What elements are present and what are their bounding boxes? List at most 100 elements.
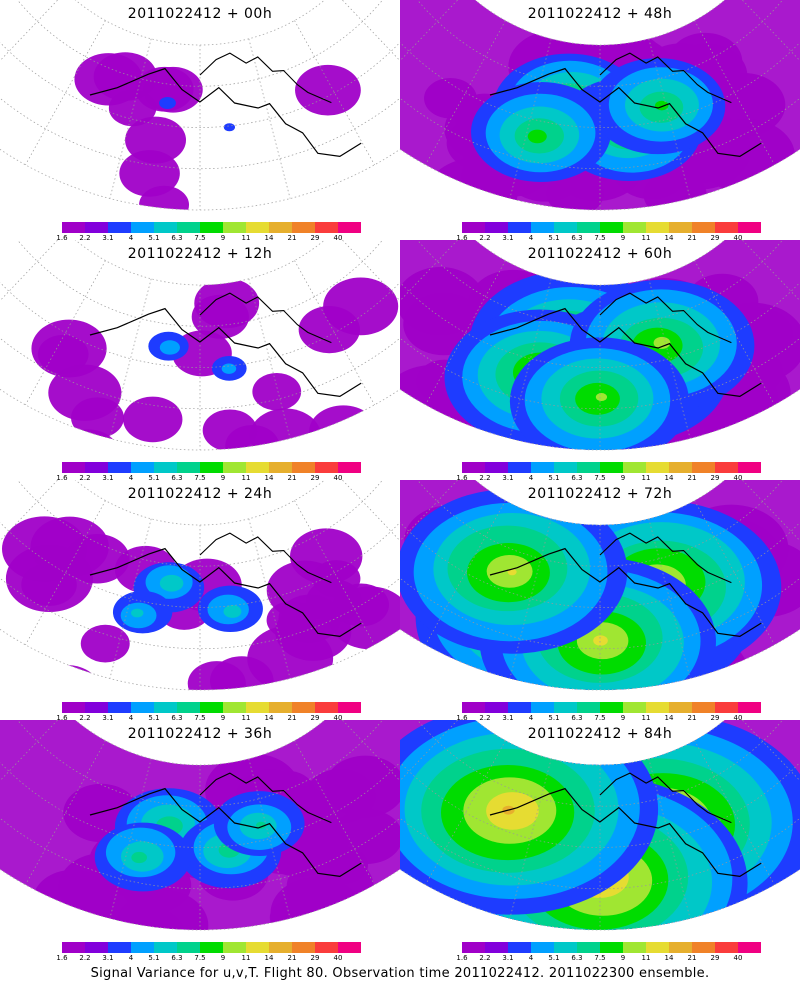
variance-field [400, 240, 800, 451]
colorbar-tick-label: 9 [620, 474, 626, 482]
colorbar-tick-label: 11 [241, 234, 251, 242]
forecast-panel-36h: 2011022412 + 36h 1.6 2.2 3.1 4 5.1 6.3 7.5 9 11 1… [0, 720, 400, 965]
colorbar-tick-label: 40 [333, 954, 343, 962]
colorbar-swatch [738, 942, 761, 953]
colorbar-swatch [177, 462, 200, 473]
colorbar-swatch [738, 222, 761, 233]
colorbar-swatch [292, 702, 315, 713]
colorbar [462, 702, 761, 713]
variance-contour [252, 372, 302, 411]
colorbar-swatch [692, 222, 715, 233]
colorbar-swatch [108, 462, 131, 473]
colorbar-swatch [554, 942, 577, 953]
colorbar-tick-label: 11 [241, 474, 251, 482]
colorbar-swatch [554, 222, 577, 233]
variance-contour [223, 123, 236, 132]
colorbar-swatch [223, 462, 246, 473]
colorbar-swatch [85, 942, 108, 953]
colorbar-swatch [669, 942, 692, 953]
colorbar-tick-label: 21 [687, 954, 697, 962]
variance-field [400, 720, 800, 931]
colorbar-swatch [738, 462, 761, 473]
colorbar-tick-label: 2.2 [479, 474, 491, 482]
colorbar-tick-label: 2.2 [79, 714, 91, 722]
coastline [199, 292, 332, 344]
colorbar [462, 462, 761, 473]
coastline [489, 67, 762, 157]
variance-map [0, 720, 400, 931]
variance-contour [255, 821, 267, 829]
variance-contour [159, 340, 180, 355]
colorbar-labels: 1.6 2.2 3.1 4 5.1 6.3 7.5 9 11 14 21 29 40 [56, 474, 361, 484]
coastline [599, 532, 732, 584]
colorbar-swatch [577, 702, 600, 713]
coastline [599, 292, 732, 344]
colorbar-swatch [62, 702, 85, 713]
map-border [0, 720, 400, 931]
colorbar-swatch [715, 222, 738, 233]
colorbar-tick-label: 6.3 [571, 954, 583, 962]
colorbar-tick-label: 9 [620, 954, 626, 962]
coastline [489, 787, 762, 877]
map-border [400, 240, 800, 451]
colorbar-tick-label: 29 [310, 954, 320, 962]
colorbar-swatch [485, 222, 508, 233]
panel-title: 2011022412 + 60h [527, 246, 673, 262]
coastline [489, 547, 762, 637]
colorbar-tick-label: 21 [687, 474, 697, 482]
variance-field [0, 720, 400, 931]
colorbar-tick-label: 29 [710, 474, 720, 482]
colorbar-tick-label: 40 [733, 954, 743, 962]
colorbar-tick-label: 2.2 [79, 234, 91, 242]
colorbar-swatch [462, 702, 485, 713]
colorbar-tick-label: 6.3 [171, 474, 183, 482]
colorbar-tick-label: 9 [220, 474, 226, 482]
map-border [400, 480, 800, 691]
colorbar-swatch [646, 462, 669, 473]
colorbar-tick-label: 40 [333, 714, 343, 722]
colorbar-swatch [646, 702, 669, 713]
colorbar-tick-label: 29 [710, 234, 720, 242]
colorbar-tick-label: 29 [710, 954, 720, 962]
colorbar-labels: 1.6 2.2 3.1 4 5.1 6.3 7.5 9 11 14 21 29 40 [56, 714, 361, 724]
colorbar-swatch [269, 702, 292, 713]
colorbar-swatch [554, 702, 577, 713]
forecast-panel-60h: 2011022412 + 60h 1.6 2.2 3.1 4 5.1 6.3 7.5 9 11 1… [400, 240, 800, 485]
colorbar-tick-label: 3.1 [502, 714, 514, 722]
graticule [0, 480, 400, 690]
colorbar-tick-label: 21 [687, 714, 697, 722]
colorbar-tick-label: 1.6 [56, 234, 68, 242]
coastline [599, 52, 732, 104]
variance-contour [507, 568, 517, 576]
variance-map [0, 480, 400, 691]
colorbar-tick-label: 3.1 [502, 954, 514, 962]
colorbar-tick-label: 5.1 [548, 474, 560, 482]
colorbar-swatch [600, 942, 623, 953]
variance-contour [527, 129, 547, 144]
colorbar-swatch [246, 222, 269, 233]
colorbar [62, 942, 361, 953]
colorbar-swatch [315, 702, 338, 713]
colorbar-tick-label: 7.5 [194, 954, 206, 962]
colorbar-swatch [531, 702, 554, 713]
variance-contour [221, 363, 237, 374]
variance-contour [194, 278, 260, 329]
colorbar-swatch [85, 222, 108, 233]
colorbar-swatch [600, 702, 623, 713]
colorbar-swatch [669, 702, 692, 713]
colorbar-swatch [338, 222, 361, 233]
colorbar-tick-label: 4 [128, 474, 134, 482]
colorbar-swatch [85, 702, 108, 713]
coastline [199, 532, 332, 584]
colorbar-swatch [623, 702, 646, 713]
variance-contour [202, 409, 258, 451]
colorbar-swatch [508, 222, 531, 233]
colorbar-tick-label: 11 [641, 714, 651, 722]
colorbar-tick-label: 21 [287, 234, 297, 242]
colorbar-swatch [738, 702, 761, 713]
colorbar-swatch [131, 942, 154, 953]
colorbar-tick-label: 1.6 [56, 474, 68, 482]
colorbar-tick-label: 9 [620, 714, 626, 722]
colorbar-swatch [131, 702, 154, 713]
colorbar-tick-label: 1.6 [456, 474, 468, 482]
